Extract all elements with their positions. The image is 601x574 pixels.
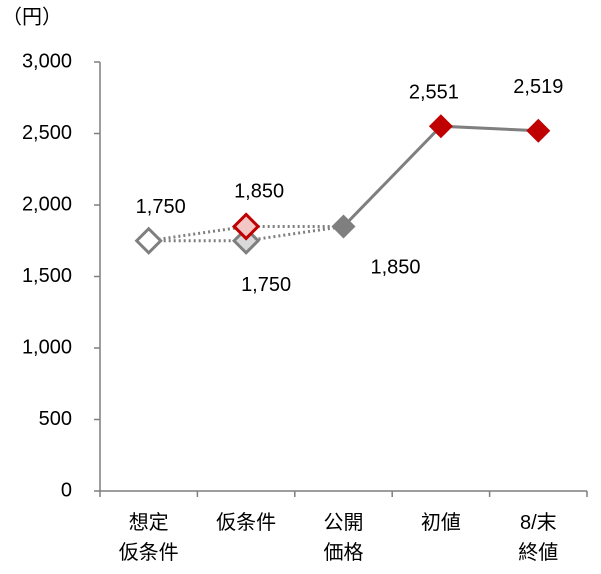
line	[342, 124, 539, 228]
y-tick-label: 2,500	[22, 122, 72, 144]
x-tick-label: 想定仮条件	[119, 511, 179, 564]
marker	[331, 214, 356, 239]
x-tick-label-line: 8/末	[520, 511, 557, 534]
x-tick-label-line: 仮条件	[216, 511, 276, 534]
data-label: 1,750	[241, 274, 291, 296]
y-tick-label: 0	[61, 479, 72, 501]
x-tick-label: 初値	[421, 511, 461, 534]
marker	[231, 226, 261, 255]
y-tick-label: 3,000	[22, 50, 72, 72]
y-tick-label: 2,000	[22, 193, 72, 215]
x-tick-label-line: 価格	[324, 541, 364, 564]
y-tick-label: 1,500	[22, 265, 72, 287]
y-unit: （円）	[2, 5, 62, 28]
x-tick-label-line: 仮条件	[119, 541, 179, 564]
x-tick-label: 公開価格	[324, 512, 364, 564]
marker	[231, 212, 261, 241]
data-label: 1,750	[136, 196, 186, 218]
data-label: 1,850	[234, 181, 284, 203]
x-tick-label: 仮条件	[216, 511, 276, 534]
y-tick-label: 1,000	[22, 336, 72, 358]
x-tick-label-line: 終値	[518, 541, 558, 564]
marker	[428, 114, 453, 139]
data-label: 1,850	[370, 257, 420, 279]
x-tick-label: 8/末終値	[518, 511, 558, 564]
marker	[134, 226, 163, 255]
x-tick-label-line: 想定	[129, 511, 169, 534]
y-tick-label: 500	[39, 408, 72, 430]
data-label: 2,519	[513, 76, 563, 98]
marker	[526, 118, 551, 143]
x-tick-label-line: 初値	[421, 511, 461, 534]
x-tick-label-line: 公開	[324, 512, 364, 534]
data-label: 2,551	[409, 81, 459, 103]
